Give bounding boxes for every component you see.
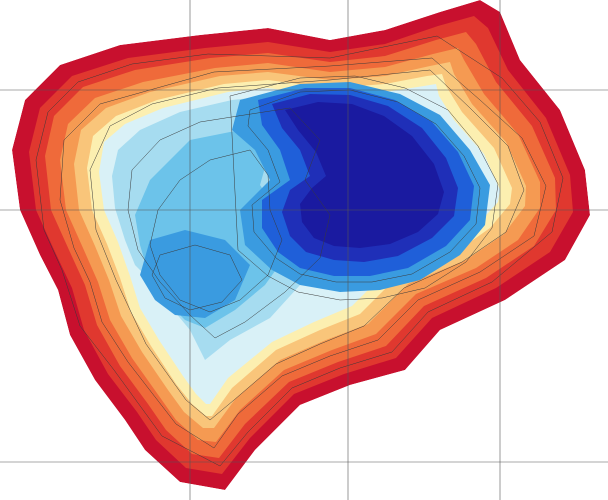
contour-line bbox=[35, 35, 564, 467]
contour-line bbox=[59, 57, 547, 449]
contour-lines bbox=[35, 35, 564, 467]
contour-line bbox=[149, 149, 283, 313]
contour-line bbox=[247, 89, 481, 283]
contour-line bbox=[151, 244, 243, 311]
contour-line bbox=[229, 75, 499, 301]
contour-line bbox=[89, 69, 525, 421]
band-sky-blue-deep bbox=[140, 230, 250, 318]
depth-bands bbox=[12, 0, 590, 490]
band-deepest-blue bbox=[285, 102, 444, 248]
contour-line bbox=[127, 107, 331, 339]
